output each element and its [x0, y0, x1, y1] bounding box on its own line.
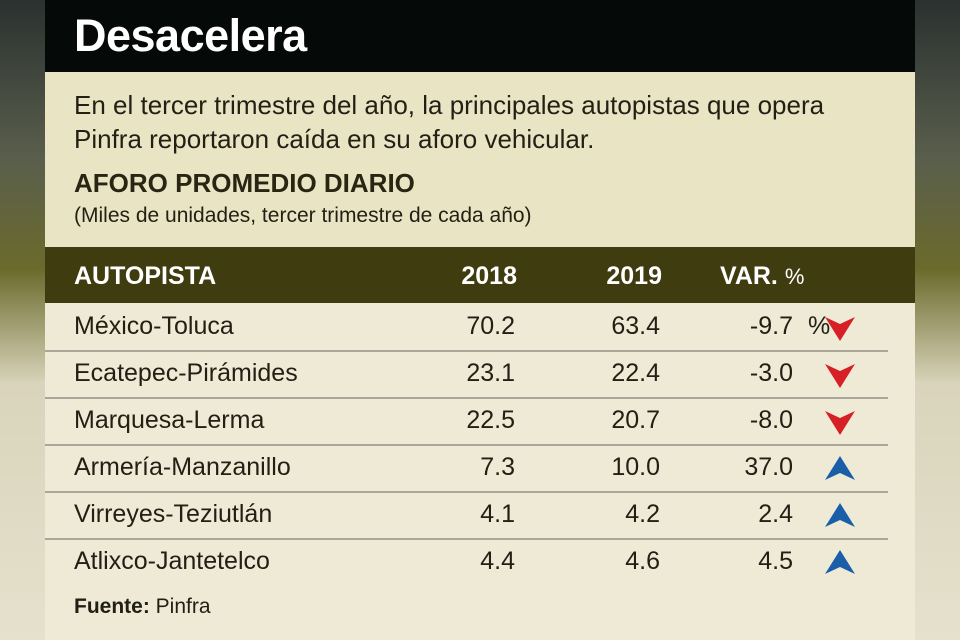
infographic-card: Desacelera En el tercer trimestre del añ…: [45, 0, 915, 640]
header-var-label: VAR.: [720, 262, 778, 290]
table-row: Virreyes-Teziutlán 4.1 4.2 2.4: [45, 491, 888, 540]
arrow-up-icon: [825, 456, 855, 480]
arrow-down-icon: [825, 364, 855, 388]
row-2018: 4.1: [480, 500, 515, 528]
row-pct: %: [808, 312, 831, 340]
row-2019: 10.0: [611, 453, 660, 481]
intro-text: En el tercer trimestre del año, la princ…: [74, 90, 825, 154]
row-name: Armería-Manzanillo: [74, 453, 291, 481]
row-2018: 70.2: [466, 312, 515, 340]
row-name: Atlixco-Jantetelco: [74, 547, 270, 575]
table-headline: AFORO PROMEDIO DIARIO: [74, 168, 415, 198]
row-2019: 63.4: [611, 312, 660, 340]
row-name: Virreyes-Teziutlán: [74, 500, 273, 528]
arrow-down-icon: [825, 411, 855, 435]
row-2019: 4.2: [625, 500, 660, 528]
row-2019: 22.4: [611, 359, 660, 387]
source-label: Fuente:: [74, 595, 150, 618]
row-2018: 4.4: [480, 547, 515, 575]
row-2019: 4.6: [625, 547, 660, 575]
row-2019: 20.7: [611, 406, 660, 434]
row-2018: 22.5: [466, 406, 515, 434]
title-bar: Desacelera: [45, 0, 915, 72]
table-row: Armería-Manzanillo 7.3 10.0 37.0: [45, 444, 888, 493]
row-2018: 23.1: [466, 359, 515, 387]
row-name: Marquesa-Lerma: [74, 406, 265, 434]
arrow-down-icon: [825, 317, 855, 341]
row-name: México-Toluca: [74, 312, 234, 340]
table-row: México-Toluca 70.2 63.4 -9.7%: [45, 303, 888, 352]
source-note: Fuente: Pinfra: [74, 595, 211, 619]
header-pct: %: [784, 264, 805, 289]
table-header: AUTOPISTA 2018 2019 VAR. %: [45, 247, 915, 303]
arrow-up-icon: [825, 550, 855, 574]
header-var: VAR. %: [720, 262, 804, 291]
table-row: Atlixco-Jantetelco 4.4 4.6 4.5: [45, 538, 888, 585]
table-subtitle: (Miles de unidades, tercer trimestre de …: [74, 204, 532, 227]
source-value: Pinfra: [155, 595, 211, 618]
row-2018: 7.3: [480, 453, 515, 481]
row-var: 2.4: [758, 500, 793, 528]
table-row: Marquesa-Lerma 22.5 20.7 -8.0: [45, 397, 888, 446]
table-row: Ecatepec-Pirámides 23.1 22.4 -3.0: [45, 350, 888, 399]
row-var: -9.7: [749, 312, 793, 340]
header-2019: 2019: [606, 262, 662, 290]
intro-section: En el tercer trimestre del año, la princ…: [45, 72, 915, 247]
page-title: Desacelera: [74, 10, 307, 61]
row-var: -3.0: [749, 359, 793, 387]
arrow-up-icon: [825, 503, 855, 527]
row-var: -8.0: [749, 406, 793, 434]
row-var: 4.5: [758, 547, 793, 575]
header-autopista: AUTOPISTA: [74, 262, 217, 290]
header-2018: 2018: [461, 262, 517, 290]
row-name: Ecatepec-Pirámides: [74, 359, 298, 387]
row-var: 37.0: [744, 453, 793, 481]
